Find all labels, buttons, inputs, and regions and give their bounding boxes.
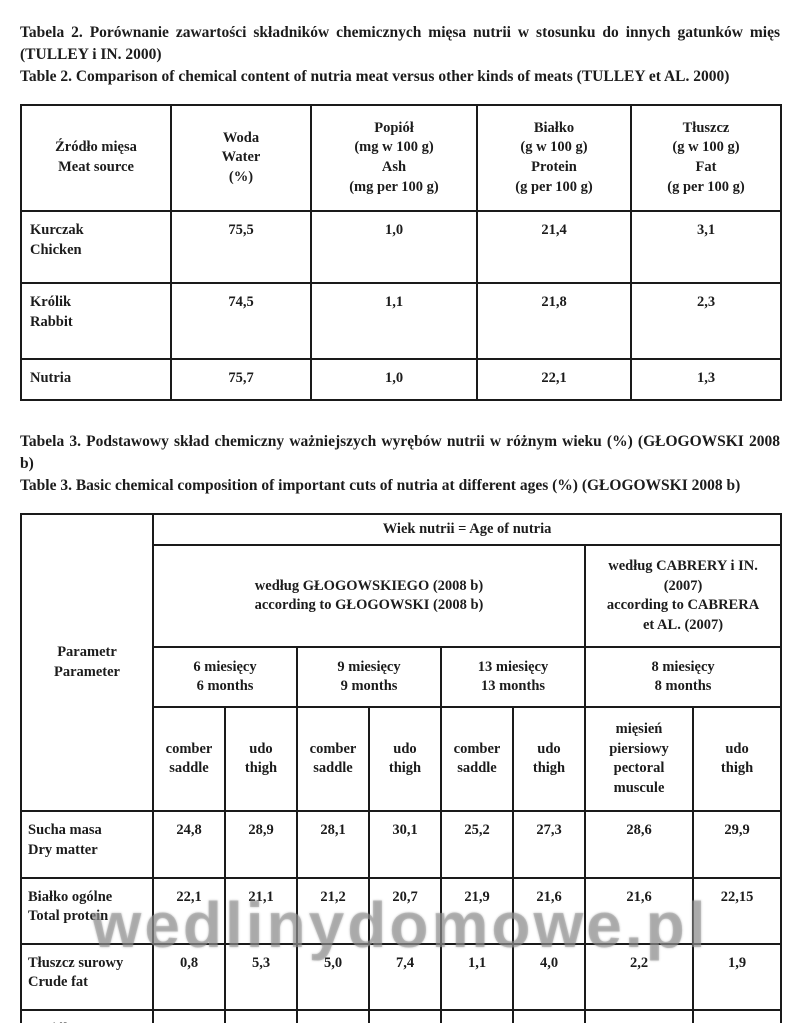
table3-header-age-of-nutria: Wiek nutrii = Age of nutria — [151, 512, 783, 547]
table3-cuts-header-row: comber saddle udo thigh comber saddle ud… — [21, 706, 783, 813]
table3-row-label: Białko ogólne Total protein — [20, 876, 154, 945]
table3-cell: 5,0 — [296, 942, 370, 1011]
table2-header-fat: Tłuszcz (g w 100 g) Fat (g per 100 g) — [630, 104, 782, 212]
table3-row-dry-matter: Sucha masa Dry matter 24,8 28,9 28,1 30,… — [20, 810, 783, 879]
table2-chemical-content: Źródło mięsa Meat source Woda Water (%) … — [20, 104, 782, 401]
table3-cell: 29,9 — [691, 810, 783, 879]
table3-cell: 21,6 — [584, 876, 694, 945]
table3-cell: 1,1 — [512, 1008, 586, 1023]
table3-header-cut-saddle: comber saddle — [152, 706, 226, 813]
table3-age-header-row: Parametr Parameter Wiek nutrii = Age of … — [20, 512, 783, 813]
table2-row-nutria: Nutria 75,7 1,0 22,1 1,3 — [20, 358, 782, 401]
table3-cell: 1,1 — [296, 1008, 370, 1023]
table3-header-cut-saddle: comber saddle — [440, 706, 514, 813]
table3-header-cut-pectoral-muscle: mięsień piersiowy pectoral muscule — [584, 706, 694, 813]
table3-cell: 21,1 — [224, 876, 298, 945]
table3-cell: 22,15 — [691, 876, 783, 945]
table2-cell-ash: 1,0 — [310, 358, 478, 401]
table2-cell-fat: 3,1 — [630, 209, 782, 285]
table2-header-meat-source: Źródło mięsa Meat source — [20, 104, 172, 212]
table3-months-header-row: 6 miesięcy 6 months 9 miesięcy 9 months … — [21, 646, 783, 709]
table3-header-cut-thigh: udo thigh — [368, 706, 442, 813]
table2-cell-water: 75,7 — [170, 358, 312, 401]
table3-cell: 21,6 — [512, 876, 586, 945]
table3-cell: 7,4 — [368, 942, 442, 1011]
table2-row-label: Nutria — [20, 358, 172, 401]
table3-cell: 28,6 — [584, 810, 694, 879]
table3-cell: 21,2 — [296, 876, 370, 945]
table2-cell-protein: 22,1 — [476, 358, 632, 401]
table3-row-label: Tłuszcz surowy Crude fat — [20, 942, 154, 1011]
table3-header-9-months: 9 miesięcy 9 months — [296, 646, 442, 709]
table2-header-water: Woda Water (%) — [170, 104, 312, 212]
table3-cell: 30,1 — [368, 810, 442, 879]
table2-cell-water: 75,5 — [170, 209, 312, 285]
table3-header-cut-thigh: udo thigh — [512, 706, 586, 813]
table3-cell: 27,3 — [512, 810, 586, 879]
table3-cell: 2,2 — [584, 942, 694, 1011]
table3-cell: 28,9 — [224, 810, 298, 879]
table2-header-row: Źródło mięsa Meat source Woda Water (%) … — [20, 104, 782, 212]
table3-caption-block: Tabela 3. Podstawowy skład chemiczny waż… — [20, 431, 780, 497]
caption-table2-pl: Tabela 2. Porównanie zawartości składnik… — [20, 24, 780, 63]
table3-source-header-row: według GŁOGOWSKIEGO (2008 b) according t… — [21, 544, 783, 649]
table3-header-parameter: Parametr Parameter — [20, 512, 154, 813]
table3-cell: 0,8 — [152, 942, 226, 1011]
table3-cell: 1,1 — [440, 1008, 514, 1023]
table3-cell: 3,8 — [584, 1008, 694, 1023]
table3-header-8-months: 8 miesięcy 8 months — [583, 646, 783, 709]
table3-header-cut-thigh: udo thigh — [224, 706, 298, 813]
table2-cell-fat: 1,3 — [630, 358, 782, 401]
table2-row-label: Kurczak Chicken — [20, 209, 172, 285]
table2-cell-ash: 1,0 — [310, 209, 478, 285]
table3-cell: 20,7 — [368, 876, 442, 945]
table3-header-6-months: 6 miesięcy 6 months — [152, 646, 298, 709]
table3-row-total-protein: Białko ogólne Total protein 22,1 21,1 21… — [20, 876, 783, 945]
table3-header-13-months: 13 miesięcy 13 months — [440, 646, 586, 709]
table3-cell: 25,2 — [440, 810, 514, 879]
table3-cell: 1,1 — [440, 942, 514, 1011]
caption-table3-pl: Tabela 3. Podstawowy skład chemiczny waż… — [20, 432, 780, 472]
table3-cell: 21,9 — [440, 876, 514, 945]
table3-cell: 28,1 — [296, 810, 370, 879]
table2-caption-block: Tabela 2. Porównanie zawartości składnik… — [20, 22, 780, 88]
table2-row-rabbit: Królik Rabbit 74,5 1,1 21,8 2,3 — [20, 282, 782, 361]
table3-cell: 5,3 — [224, 942, 298, 1011]
table3-row-label: Sucha masa Dry matter — [20, 810, 154, 879]
table3-cell: 24,8 — [152, 810, 226, 879]
table3-cell: 1,0 — [368, 1008, 442, 1023]
table2-header-protein: Białko (g w 100 g) Protein (g per 100 g) — [476, 104, 632, 212]
table3-header-cut-thigh: udo thigh — [691, 706, 783, 813]
table3-cell: 4,0 — [512, 942, 586, 1011]
table3-row-crude-ash: Popiół surowy Crude ash 1,1 1,1 1,1 1,0 … — [20, 1008, 783, 1023]
table3-cell: 22,1 — [152, 876, 226, 945]
table3-row-crude-fat: Tłuszcz surowy Crude fat 0,8 5,3 5,0 7,4… — [20, 942, 783, 1011]
table3-nutria-cuts: Parametr Parameter Wiek nutrii = Age of … — [20, 512, 783, 1023]
table3-cell: 3,8 — [691, 1008, 783, 1023]
table2-cell-ash: 1,1 — [310, 282, 478, 361]
table2-cell-water: 74,5 — [170, 282, 312, 361]
table2-cell-protein: 21,4 — [476, 209, 632, 285]
table3-header-glogowski: według GŁOGOWSKIEGO (2008 b) according t… — [152, 544, 586, 649]
table3-header-cabrera: według CABRERY i IN. (2007) according to… — [583, 544, 783, 649]
table3-header-cut-saddle: comber saddle — [296, 706, 370, 813]
caption-table3-en: Table 3. Basic chemical composition of i… — [20, 476, 741, 494]
table2-header-ash: Popiół (mg w 100 g) Ash (mg per 100 g) — [310, 104, 478, 212]
table3-cell: 1,9 — [691, 942, 783, 1011]
caption-table2-en: Table 2. Comparison of chemical content … — [20, 68, 730, 85]
table2-row-label: Królik Rabbit — [20, 282, 172, 361]
table3-cell: 1,1 — [224, 1008, 298, 1023]
table2-cell-fat: 2,3 — [630, 282, 782, 361]
table3-row-label: Popiół surowy Crude ash — [20, 1008, 154, 1023]
table2-row-chicken: Kurczak Chicken 75,5 1,0 21,4 3,1 — [20, 209, 782, 285]
table2-cell-protein: 21,8 — [476, 282, 632, 361]
table3-cell: 1,1 — [152, 1008, 226, 1023]
